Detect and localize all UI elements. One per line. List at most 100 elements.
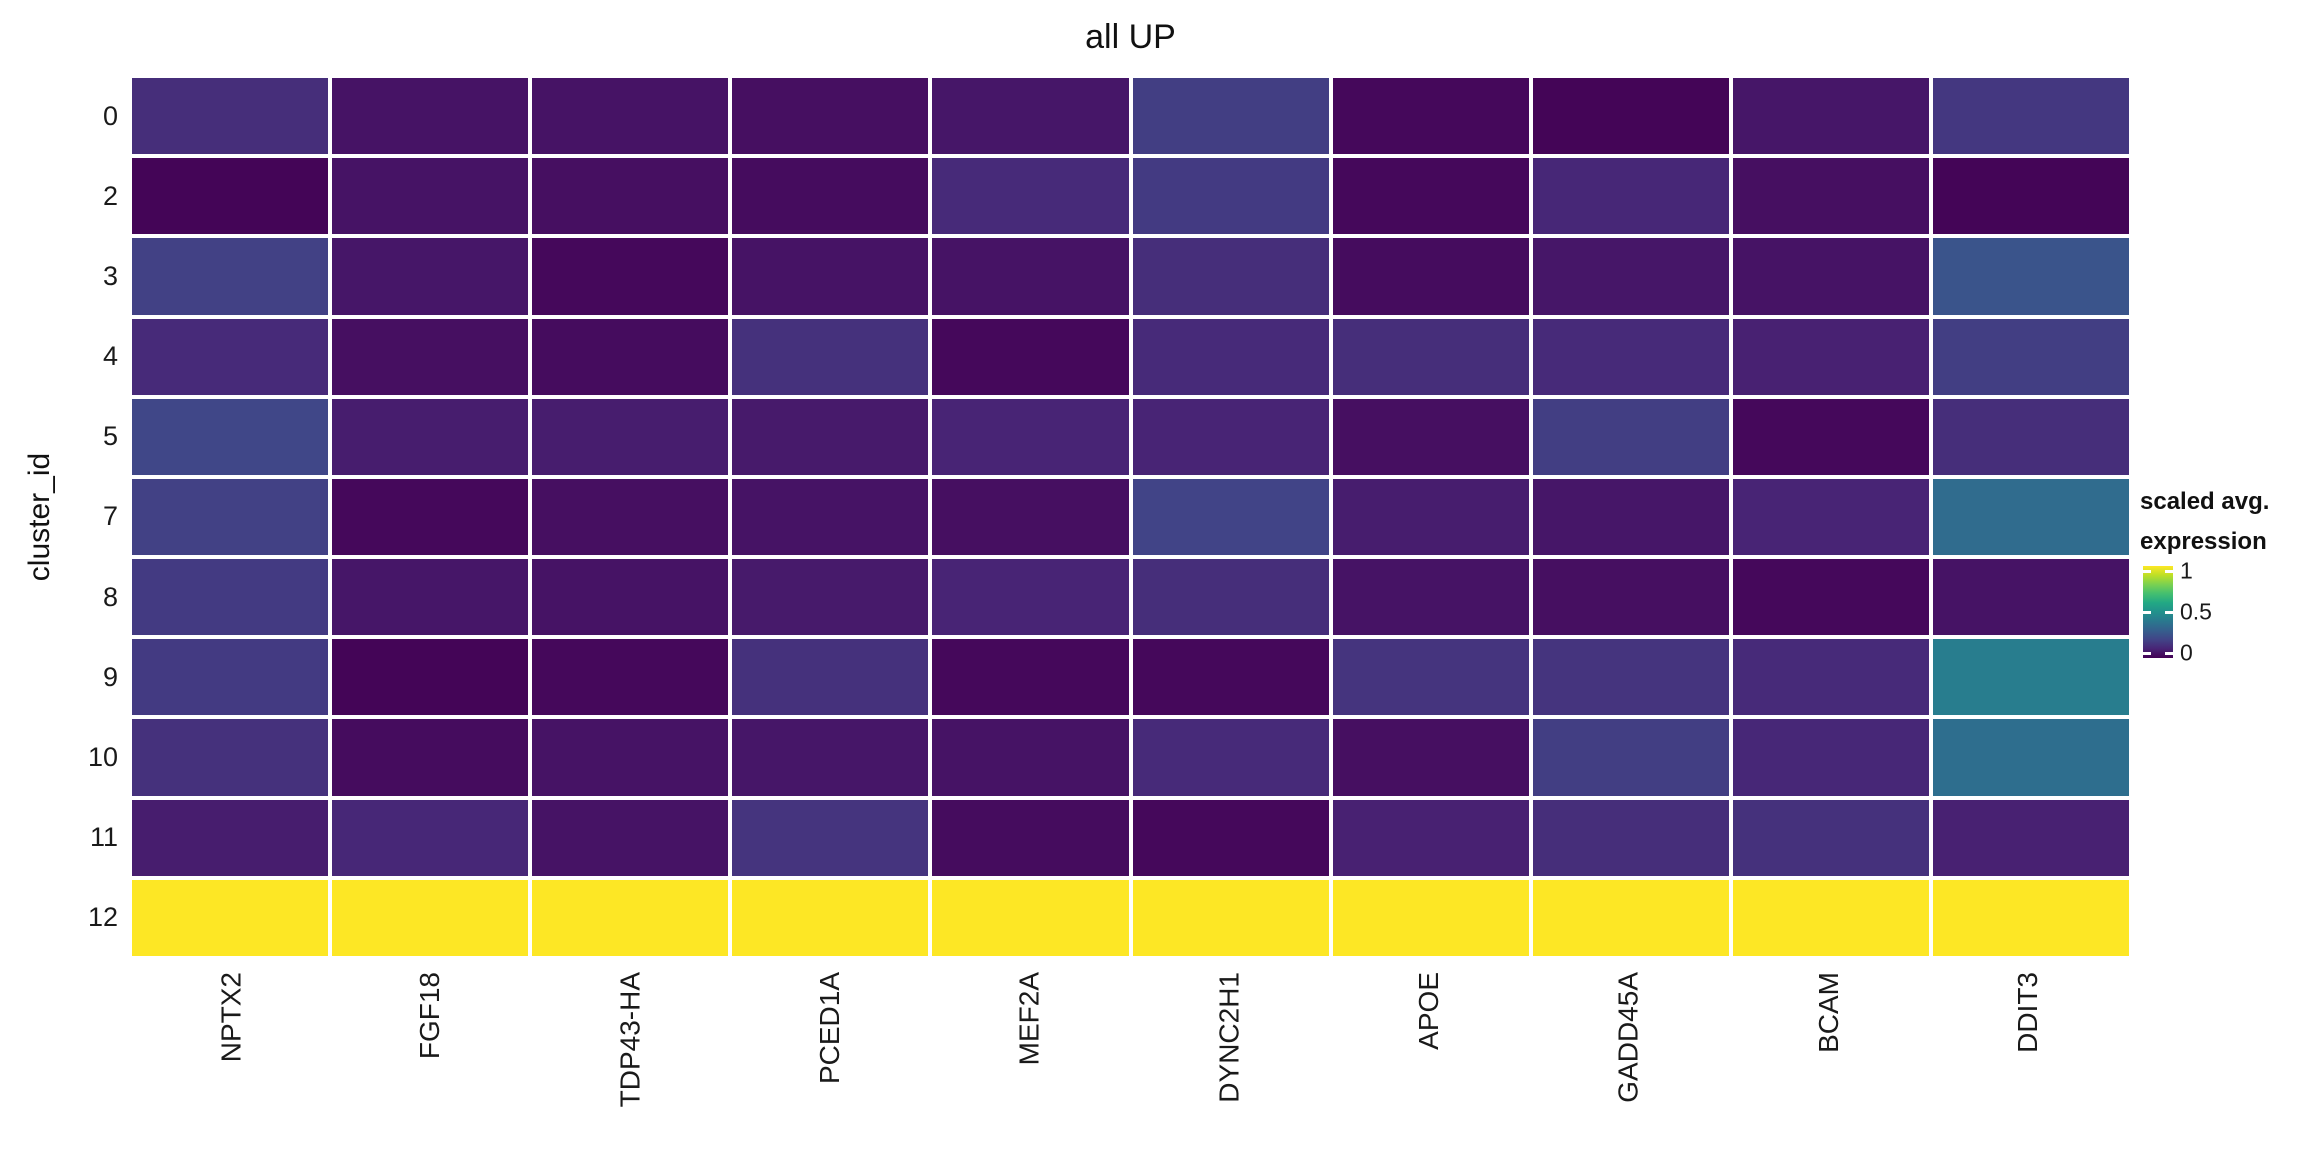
heatmap-cell (732, 78, 929, 155)
heatmap-cell (532, 398, 729, 475)
heatmap-cell (132, 559, 329, 636)
legend-tick-mark (2143, 611, 2151, 614)
heatmap-cell (332, 158, 529, 235)
heatmap-cell (332, 719, 529, 796)
legend-tick-mark (2165, 611, 2173, 614)
heatmap-cell (1932, 719, 2129, 796)
heatmap-cell (1532, 318, 1729, 395)
heatmap-cell (1932, 639, 2129, 716)
legend-tick-label: 0 (2180, 639, 2193, 666)
heatmap-cell (732, 719, 929, 796)
heatmap-cell (532, 879, 729, 956)
heatmap-cell (1332, 879, 1529, 956)
x-tick-label-text: BCAM (1812, 972, 1844, 1053)
heatmap-cell (1532, 719, 1729, 796)
heatmap-cell (1932, 799, 2129, 876)
heatmap-cell (1732, 879, 1929, 956)
x-tick-label-text: APOE (1413, 972, 1445, 1050)
heatmap-cell (1132, 158, 1329, 235)
x-tick-label: BCAM (1730, 962, 1930, 1152)
heatmap-cell (1732, 318, 1929, 395)
heatmap-cell (332, 879, 529, 956)
heatmap-cell (332, 559, 529, 636)
legend-title-line1: scaled avg. (2140, 488, 2270, 515)
heatmap-cell (732, 799, 929, 876)
legend-tick-mark (2143, 652, 2151, 655)
heatmap-cell (332, 318, 529, 395)
x-tick-label-text: GADD45A (1612, 972, 1644, 1103)
x-tick-label-text: DYNC2H1 (1213, 972, 1245, 1103)
heatmap-cell (1132, 398, 1329, 475)
heatmap-cell (532, 478, 729, 556)
heatmap-cell (1332, 158, 1529, 235)
heatmap-cell (1132, 78, 1329, 155)
heatmap-cell (332, 799, 529, 876)
heatmap-cell (132, 719, 329, 796)
heatmap-cell (1332, 639, 1529, 716)
heatmap-cell (132, 158, 329, 235)
heatmap-cell (1332, 78, 1529, 155)
heatmap-cell (1132, 318, 1329, 395)
legend-tick-label: 0.5 (2180, 598, 2212, 625)
heatmap-cell (532, 318, 729, 395)
heatmap-cell (932, 478, 1129, 556)
heatmap-cell (732, 318, 929, 395)
heatmap-cell (732, 879, 929, 956)
heatmap-cell (532, 799, 729, 876)
x-tick-label: PCED1A (731, 962, 931, 1152)
heatmap-cell (1932, 879, 2129, 956)
legend-tick-label: 1 (2180, 557, 2193, 584)
y-tick-label: 9 (102, 661, 118, 692)
heatmap-cell (1132, 719, 1329, 796)
heatmap-cell (1932, 238, 2129, 315)
heatmap-cell (1532, 238, 1729, 315)
heatmap-cell (1332, 318, 1529, 395)
heatmap-cell (132, 799, 329, 876)
heatmap-cell (1332, 238, 1529, 315)
legend-tick-mark (2143, 570, 2151, 573)
heatmap-cell (932, 158, 1129, 235)
y-tick-label: 0 (102, 100, 118, 131)
heatmap-cell (1532, 559, 1729, 636)
heatmap-cell (732, 639, 929, 716)
heatmap-cell (1132, 799, 1329, 876)
heatmap-cell (932, 559, 1129, 636)
heatmap-cell (1332, 398, 1529, 475)
y-tick-label: 8 (102, 581, 118, 612)
heatmap-cell (132, 478, 329, 556)
heatmap-cell (532, 158, 729, 235)
y-tick-label: 10 (87, 742, 118, 773)
x-tick-label-text: DDIT3 (2012, 972, 2044, 1053)
y-tick-label: 7 (102, 501, 118, 532)
heatmap-cell (532, 639, 729, 716)
heatmap-cell (932, 639, 1129, 716)
heatmap-cell (132, 78, 329, 155)
heatmap-cell (1532, 158, 1729, 235)
y-axis-tick-labels: 0 2 3 4 5 7 8 9 10 11 12 (0, 78, 118, 956)
heatmap-cell (732, 478, 929, 556)
heatmap-cell (932, 799, 1129, 876)
heatmap-cell (1532, 78, 1729, 155)
heatmap-cell (1532, 799, 1729, 876)
heatmap-cell (732, 158, 929, 235)
heatmap-cell (1532, 639, 1729, 716)
heatmap-cell (1532, 478, 1729, 556)
heatmap-cell (1732, 238, 1929, 315)
legend-tick-mark (2165, 570, 2173, 573)
heatmap-cell (932, 78, 1129, 155)
heatmap-cell (1132, 559, 1329, 636)
heatmap-cell (1332, 478, 1529, 556)
heatmap-cell (1932, 559, 2129, 636)
y-tick-label: 2 (102, 180, 118, 211)
x-tick-label-text: PCED1A (813, 972, 845, 1085)
x-tick-label: DDIT3 (1929, 962, 2129, 1152)
heatmap-cell (132, 879, 329, 956)
heatmap-cell (132, 639, 329, 716)
x-tick-label-text: FGF18 (414, 972, 446, 1060)
heatmap-cell (532, 238, 729, 315)
heatmap-cell (1732, 478, 1929, 556)
heatmap-cell (1732, 639, 1929, 716)
legend-colorbar-area: 1 0.5 0 (2140, 558, 2304, 666)
heatmap-cell (1932, 478, 2129, 556)
